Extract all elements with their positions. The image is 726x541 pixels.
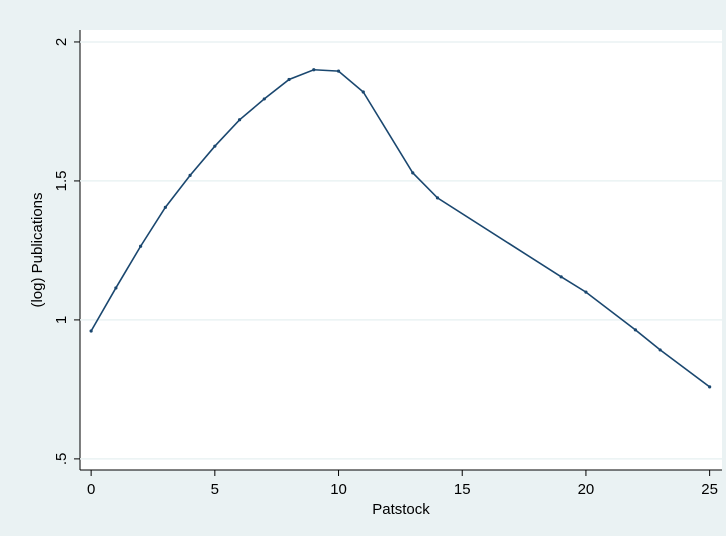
point (559, 275, 563, 279)
x-axis-title: Patstock (372, 501, 430, 518)
x-tick-label: 0 (87, 481, 95, 498)
point (584, 290, 588, 294)
point (658, 348, 662, 352)
point (435, 196, 440, 200)
point (287, 77, 291, 82)
x-tick-label: 10 (330, 481, 347, 498)
point (262, 97, 266, 101)
point (237, 118, 242, 122)
point (312, 68, 316, 72)
point (411, 171, 415, 175)
point (708, 385, 712, 389)
point (188, 173, 192, 177)
point (163, 205, 167, 209)
point (114, 286, 118, 290)
x-tick-label: 25 (701, 481, 718, 498)
y-tick-label: .5 (53, 453, 70, 466)
point (633, 328, 638, 332)
point (139, 244, 143, 248)
y-axis-title: (log) Publications (29, 192, 46, 307)
y-tick-label: 1 (53, 316, 70, 324)
y-tick-label: 1.5 (53, 170, 70, 191)
x-tick-label: 20 (578, 481, 595, 498)
x-tick-label: 15 (454, 481, 471, 498)
point (213, 144, 217, 148)
point (336, 69, 341, 73)
y-tick-label: 2 (53, 38, 70, 46)
point (361, 90, 365, 94)
point (89, 329, 93, 333)
plot-area (80, 30, 722, 470)
x-tick-label: 5 (211, 481, 219, 498)
